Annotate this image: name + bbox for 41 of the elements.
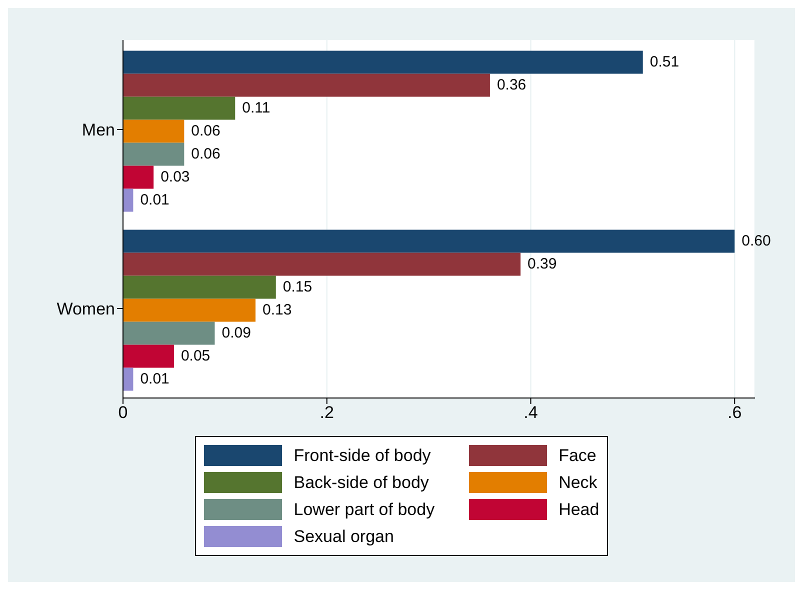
data-label: 0.06 — [191, 122, 220, 140]
bar — [123, 120, 184, 143]
bar — [123, 230, 735, 253]
y-tick-label: Women — [56, 300, 115, 319]
x-tick-label: .4 — [524, 403, 538, 422]
bar — [123, 96, 236, 120]
legend-label: Lower part of body — [294, 500, 435, 520]
x-tick-label: .2 — [320, 403, 334, 422]
data-label: 0.51 — [650, 54, 680, 71]
data-label: 0.05 — [180, 348, 210, 365]
bar — [123, 188, 134, 212]
data-label: 0.01 — [140, 370, 170, 388]
data-label: 0.36 — [496, 76, 526, 94]
data-label: 0.15 — [282, 278, 312, 296]
bar — [123, 322, 215, 345]
y-tick-label: Men — [82, 120, 115, 140]
data-label: 0.11 — [242, 100, 270, 117]
bar — [123, 166, 154, 189]
x-tick-label: .6 — [728, 403, 742, 422]
data-label: 0.03 — [160, 168, 190, 186]
data-label: 0.09 — [222, 324, 251, 342]
data-label: 0.01 — [140, 192, 170, 209]
bar — [123, 276, 276, 299]
bar — [123, 50, 643, 74]
legend-label: Front-side of body — [294, 446, 431, 466]
legend-label: Face — [558, 446, 596, 466]
legend-label: Sexual organ — [294, 526, 394, 546]
bar — [123, 344, 174, 368]
x-tick-label: 0 — [118, 403, 128, 422]
data-label: 0.13 — [262, 302, 292, 319]
bar — [123, 142, 184, 166]
data-label: 0.60 — [742, 232, 771, 250]
data-label: 0.39 — [528, 256, 557, 273]
bar — [123, 368, 134, 391]
legend-label: Back-side of body — [294, 472, 429, 492]
data-label: 0.06 — [191, 146, 220, 163]
legend-label: Neck — [558, 472, 598, 492]
legend-label: Head — [558, 500, 600, 520]
bar — [123, 298, 256, 322]
bar — [123, 252, 521, 276]
bar — [123, 74, 490, 97]
